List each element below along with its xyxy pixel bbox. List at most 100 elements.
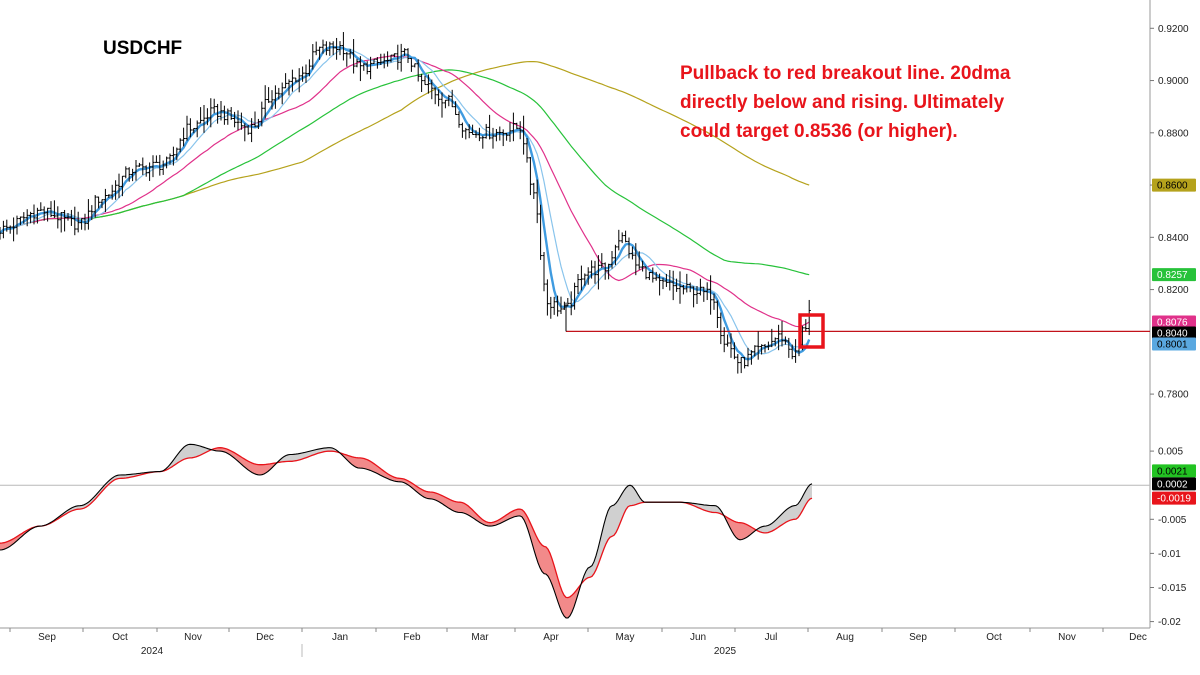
oscillator-fill-segment [464,503,466,514]
ohlc-bar [369,56,373,80]
ohlc-bar [396,44,400,70]
ohlc-bar [766,341,770,351]
ohlc-bar [114,180,118,200]
oscillator-fill-segment [462,502,464,514]
oscillator-fill-segment [262,464,264,475]
ohlc-bar [620,232,624,244]
oscillator-fill-segment [6,541,8,549]
ohlc-bar [484,123,488,139]
oscillator-fill-segment [786,508,788,523]
ohlc-bar [556,295,560,317]
ohlc-bar [583,273,587,286]
ohlc-bar [226,108,230,125]
ohlc-bar [668,270,672,291]
oscillator-fill-segment [200,446,202,456]
oscillator-fill-segment [400,478,402,483]
annotation-text: Pullback to red breakout line. 20dma dir… [680,63,1016,142]
oscillator-fill-segment [630,485,632,506]
oscillator-fill-segment [76,505,78,510]
oscillator-fill-segment [544,546,546,575]
oscillator-fill-segment [358,457,360,469]
ohlc-bar [284,73,288,89]
ohlc-bar [722,327,726,353]
oscillator-fill-segment [190,444,192,458]
oscillator-fill-segment [614,503,616,536]
oscillator-fill-segment [490,522,492,527]
oscillator-fill-segment [542,545,544,574]
ohlc-bar [678,271,682,304]
ohlc-bar [171,146,175,166]
highlight-box-group [798,313,825,349]
ohlc-bar [97,196,101,209]
ohlc-bar [569,291,573,316]
oscillator-fill-segment [188,444,190,459]
oscillator-fill-segment [426,491,428,499]
oscillator-fill-segment [240,456,242,465]
ohlc-bar [328,41,332,56]
oscillator-fill-segment [312,450,314,456]
ohlc-bar [651,267,655,283]
ohlc-bar [607,263,611,280]
oscillator-fill-segment [444,496,446,507]
oscillator-fill-segment [434,492,436,501]
oscillator-fill-segment [80,505,82,510]
oscillator-fill-segment [178,451,180,463]
ohlc-bar [634,243,638,276]
ohlc-bar [675,278,679,292]
oscillator-fill-segment [356,457,358,468]
ohlc-bar [739,356,743,374]
ohlc-bar [168,153,172,165]
ohlc-bar [528,156,532,196]
oscillator-fill-segment [552,558,554,591]
oscillator-fill-segment [766,525,768,533]
ohlc-bar [447,94,451,107]
ohlc-bar [566,297,570,307]
oscillator-fill-segment [748,525,750,537]
month-label: Oct [112,632,128,643]
oscillator-fill-segment [606,511,608,544]
ohlc-bar [15,215,19,235]
oscillator-fill-segment [468,505,470,517]
ohlc-bar [443,99,447,109]
ohlc-bar [474,130,478,138]
oscillator-fill-segment [368,460,370,471]
badge-background [1152,268,1196,282]
oscillator-fill-segment [376,465,378,474]
oscillator-fill-segment [122,474,124,479]
oscillator-fill-segment [8,540,10,548]
ohlc-bar [182,127,186,147]
ohlc-bar [185,115,189,141]
oscillator-fill-segment [300,453,302,460]
ohlc-bar [365,61,369,75]
oscillator-fill-segment [706,505,708,512]
oscillator-fill-segment [0,543,2,550]
ohlc-bar [287,79,291,96]
oscillator-fill-segment [246,459,248,470]
oscillator-fill-segment [450,499,452,511]
oscillator-fill-segment [628,485,630,507]
ohlc-bar [301,66,305,82]
price-tick-label: 0.7800 [1158,390,1189,401]
badge-label: -0.0019 [1157,494,1191,505]
ohlc-bar [593,260,597,284]
ohlc-bar [205,108,209,126]
last-value-badge: 0.0002 [1152,477,1196,491]
last-value-badge: 0.8076 [1152,315,1196,329]
oscillator-fill-segment [712,505,714,513]
ohlc-bar [32,204,36,225]
oscillator-fill-segment [800,497,802,515]
ohlc-bar [260,101,264,127]
ohlc-bar [477,127,481,142]
ohlc-bar [90,205,94,221]
oscillator-fill-segment [196,444,198,457]
ohlc-bar [178,138,182,153]
ohlc-bar [294,77,298,83]
ohlc-bar [8,225,12,234]
oscillator-fill-segment [512,510,514,518]
ohlc-bar [491,127,495,149]
badge-label: 0.8600 [1157,181,1188,192]
oscillator-fill-segment [308,451,310,457]
ohlc-bar [535,179,539,224]
ohlc-bar [610,251,614,269]
ohlc-bar [702,286,706,302]
